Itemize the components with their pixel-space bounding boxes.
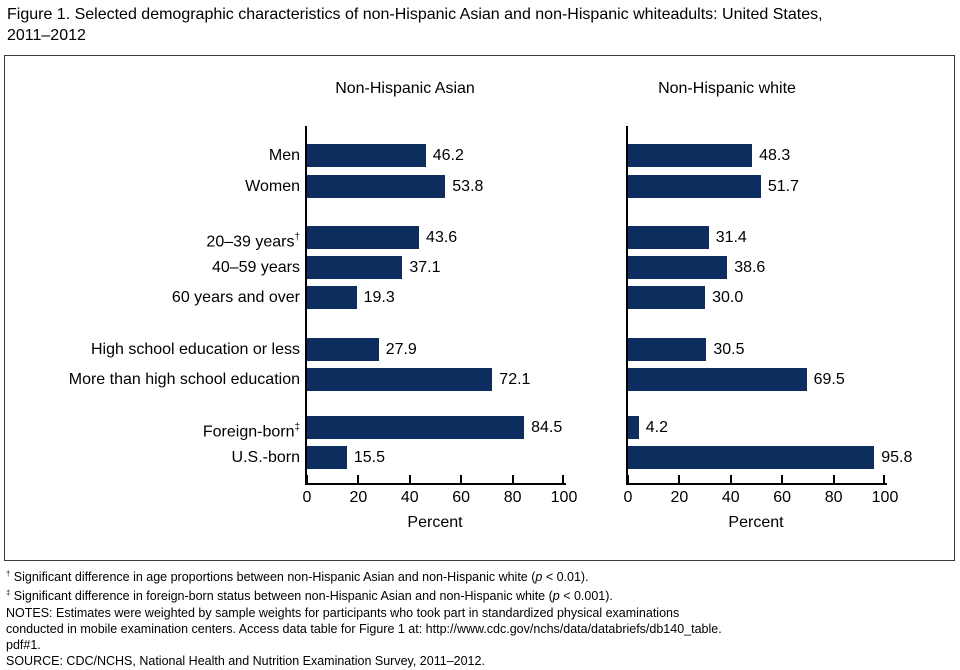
x-tick-label: 60 bbox=[452, 489, 471, 506]
category-label: Women bbox=[245, 178, 300, 195]
axis-tick bbox=[511, 475, 514, 483]
value-label: 38.6 bbox=[734, 259, 766, 276]
notes-line: conducted in mobile examination centers.… bbox=[6, 621, 722, 636]
bar bbox=[628, 446, 875, 469]
x-axis-line bbox=[626, 483, 887, 485]
double-dagger-symbol: ‡ bbox=[6, 588, 11, 598]
category-label: Men bbox=[268, 147, 300, 164]
bar bbox=[307, 175, 446, 198]
x-tick-label: 100 bbox=[871, 489, 899, 506]
bar bbox=[307, 144, 426, 167]
value-label: 69.5 bbox=[813, 371, 845, 388]
x-tick-label: 100 bbox=[550, 489, 578, 506]
axis-tick bbox=[408, 475, 411, 483]
x-tick-label: 20 bbox=[670, 489, 689, 506]
bar bbox=[628, 226, 709, 249]
bar bbox=[307, 416, 525, 439]
value-label: 30.5 bbox=[713, 341, 745, 358]
bar bbox=[628, 338, 707, 361]
bar bbox=[628, 368, 807, 391]
value-label: 84.5 bbox=[531, 419, 563, 436]
axis-tick bbox=[729, 475, 732, 483]
x-tick-label: 0 bbox=[302, 489, 312, 506]
x-tick-label: 40 bbox=[400, 489, 419, 506]
category-label: U.S.-born bbox=[231, 449, 300, 466]
value-label: 46.2 bbox=[432, 147, 464, 164]
panel-header-asian: Non-Hispanic Asian bbox=[335, 80, 475, 97]
y-axis-line bbox=[626, 126, 628, 485]
value-label: 19.3 bbox=[363, 289, 395, 306]
axis-tick bbox=[357, 475, 360, 483]
category-label: 60 years and over bbox=[171, 289, 300, 306]
axis-tick bbox=[781, 475, 784, 483]
x-tick-label: 80 bbox=[503, 489, 522, 506]
bar bbox=[307, 368, 493, 391]
panel-header-white: Non-Hispanic white bbox=[658, 80, 796, 97]
x-axis-title: Percent bbox=[407, 514, 463, 531]
bar bbox=[628, 175, 761, 198]
value-label: 43.6 bbox=[426, 229, 458, 246]
axis-tick bbox=[460, 475, 463, 483]
bar bbox=[307, 446, 347, 469]
axis-tick bbox=[306, 475, 308, 483]
footnote-dagger: † Significant difference in age proporti… bbox=[6, 569, 589, 585]
figure-title-line1: Figure 1. Selected demographic character… bbox=[7, 6, 823, 23]
value-label: 30.0 bbox=[712, 289, 744, 306]
source-line: SOURCE: CDC/NCHS, National Health and Nu… bbox=[6, 654, 485, 669]
x-tick-label: 80 bbox=[824, 489, 843, 506]
x-tick-label: 60 bbox=[773, 489, 792, 506]
x-tick-label: 20 bbox=[349, 489, 368, 506]
dagger-symbol: † bbox=[6, 569, 11, 578]
dagger-symbol: † bbox=[294, 232, 300, 243]
category-label: More than high school education bbox=[68, 371, 300, 388]
axis-tick bbox=[832, 475, 835, 483]
bar bbox=[628, 144, 753, 167]
figure-title: Figure 1. Selected demographic character… bbox=[7, 4, 952, 46]
axis-tick bbox=[883, 475, 885, 483]
bar bbox=[307, 286, 357, 309]
x-axis-title: Percent bbox=[728, 514, 784, 531]
axis-tick bbox=[562, 475, 564, 483]
value-label: 53.8 bbox=[452, 178, 484, 195]
bar bbox=[628, 416, 639, 439]
value-label: 37.1 bbox=[409, 259, 441, 276]
bar bbox=[628, 286, 706, 309]
notes-line: NOTES: Estimates were weighted by sample… bbox=[6, 605, 680, 620]
bar bbox=[307, 256, 403, 279]
value-label: 31.4 bbox=[715, 229, 747, 246]
chart-area: Non-Hispanic Asian Non-Hispanic white Pe… bbox=[4, 55, 955, 561]
value-label: 4.2 bbox=[645, 419, 669, 436]
axis-tick bbox=[678, 475, 681, 483]
footnote-double-dagger: ‡ Significant difference in foreign-born… bbox=[6, 588, 613, 604]
x-tick-label: 0 bbox=[623, 489, 633, 506]
category-label: 20–39 years† bbox=[206, 232, 300, 251]
y-axis-line bbox=[305, 126, 307, 485]
bar bbox=[307, 338, 379, 361]
dagger-symbol: ‡ bbox=[294, 422, 300, 433]
value-label: 95.8 bbox=[881, 449, 913, 466]
value-label: 15.5 bbox=[353, 449, 385, 466]
bar bbox=[628, 256, 728, 279]
category-label: High school education or less bbox=[90, 341, 300, 358]
x-tick-label: 40 bbox=[721, 489, 740, 506]
category-label: Foreign-born‡ bbox=[202, 422, 300, 441]
notes-line: pdf#1. bbox=[6, 638, 41, 653]
value-label: 27.9 bbox=[385, 341, 417, 358]
bar bbox=[307, 226, 420, 249]
footnotes: † Significant difference in age proporti… bbox=[6, 566, 954, 670]
figure-title-line2: 2011–2012 bbox=[7, 27, 86, 44]
x-axis-line bbox=[305, 483, 566, 485]
value-label: 72.1 bbox=[499, 371, 531, 388]
value-label: 48.3 bbox=[759, 147, 791, 164]
axis-tick bbox=[627, 475, 629, 483]
category-label: 40–59 years bbox=[211, 259, 300, 276]
value-label: 51.7 bbox=[767, 178, 799, 195]
